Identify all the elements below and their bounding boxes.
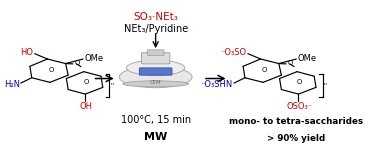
- Ellipse shape: [119, 66, 192, 88]
- Text: O: O: [84, 79, 89, 85]
- Ellipse shape: [127, 60, 185, 75]
- Text: HO: HO: [20, 48, 34, 57]
- Text: OMe: OMe: [84, 54, 103, 63]
- Text: O: O: [297, 79, 302, 85]
- Text: O: O: [288, 60, 293, 66]
- Text: ⁻O₃SO: ⁻O₃SO: [221, 48, 247, 57]
- Text: mono- to tetra-saccharides: mono- to tetra-saccharides: [229, 117, 363, 126]
- Text: O: O: [75, 60, 80, 66]
- Text: OH: OH: [79, 102, 93, 111]
- Text: > 90% yield: > 90% yield: [267, 134, 325, 143]
- Ellipse shape: [123, 81, 189, 87]
- FancyBboxPatch shape: [147, 50, 164, 55]
- Text: ⁿ: ⁿ: [324, 81, 327, 90]
- Text: CEM: CEM: [150, 80, 161, 85]
- Text: SO₃·NEt₃: SO₃·NEt₃: [133, 12, 178, 22]
- Text: O: O: [48, 67, 54, 73]
- Text: OSO₃⁻: OSO₃⁻: [286, 102, 312, 111]
- Text: O: O: [261, 67, 267, 73]
- Text: NEt₃/Pyridine: NEt₃/Pyridine: [124, 24, 188, 34]
- FancyBboxPatch shape: [141, 53, 170, 64]
- Text: MW: MW: [144, 132, 167, 142]
- Text: 100°C, 15 min: 100°C, 15 min: [121, 115, 191, 125]
- Text: H₂N: H₂N: [4, 80, 20, 89]
- FancyBboxPatch shape: [139, 68, 172, 75]
- Text: OMe: OMe: [297, 54, 316, 63]
- Text: ⁻O₃SHN: ⁻O₃SHN: [201, 80, 233, 89]
- Text: ⁿ: ⁿ: [111, 81, 114, 90]
